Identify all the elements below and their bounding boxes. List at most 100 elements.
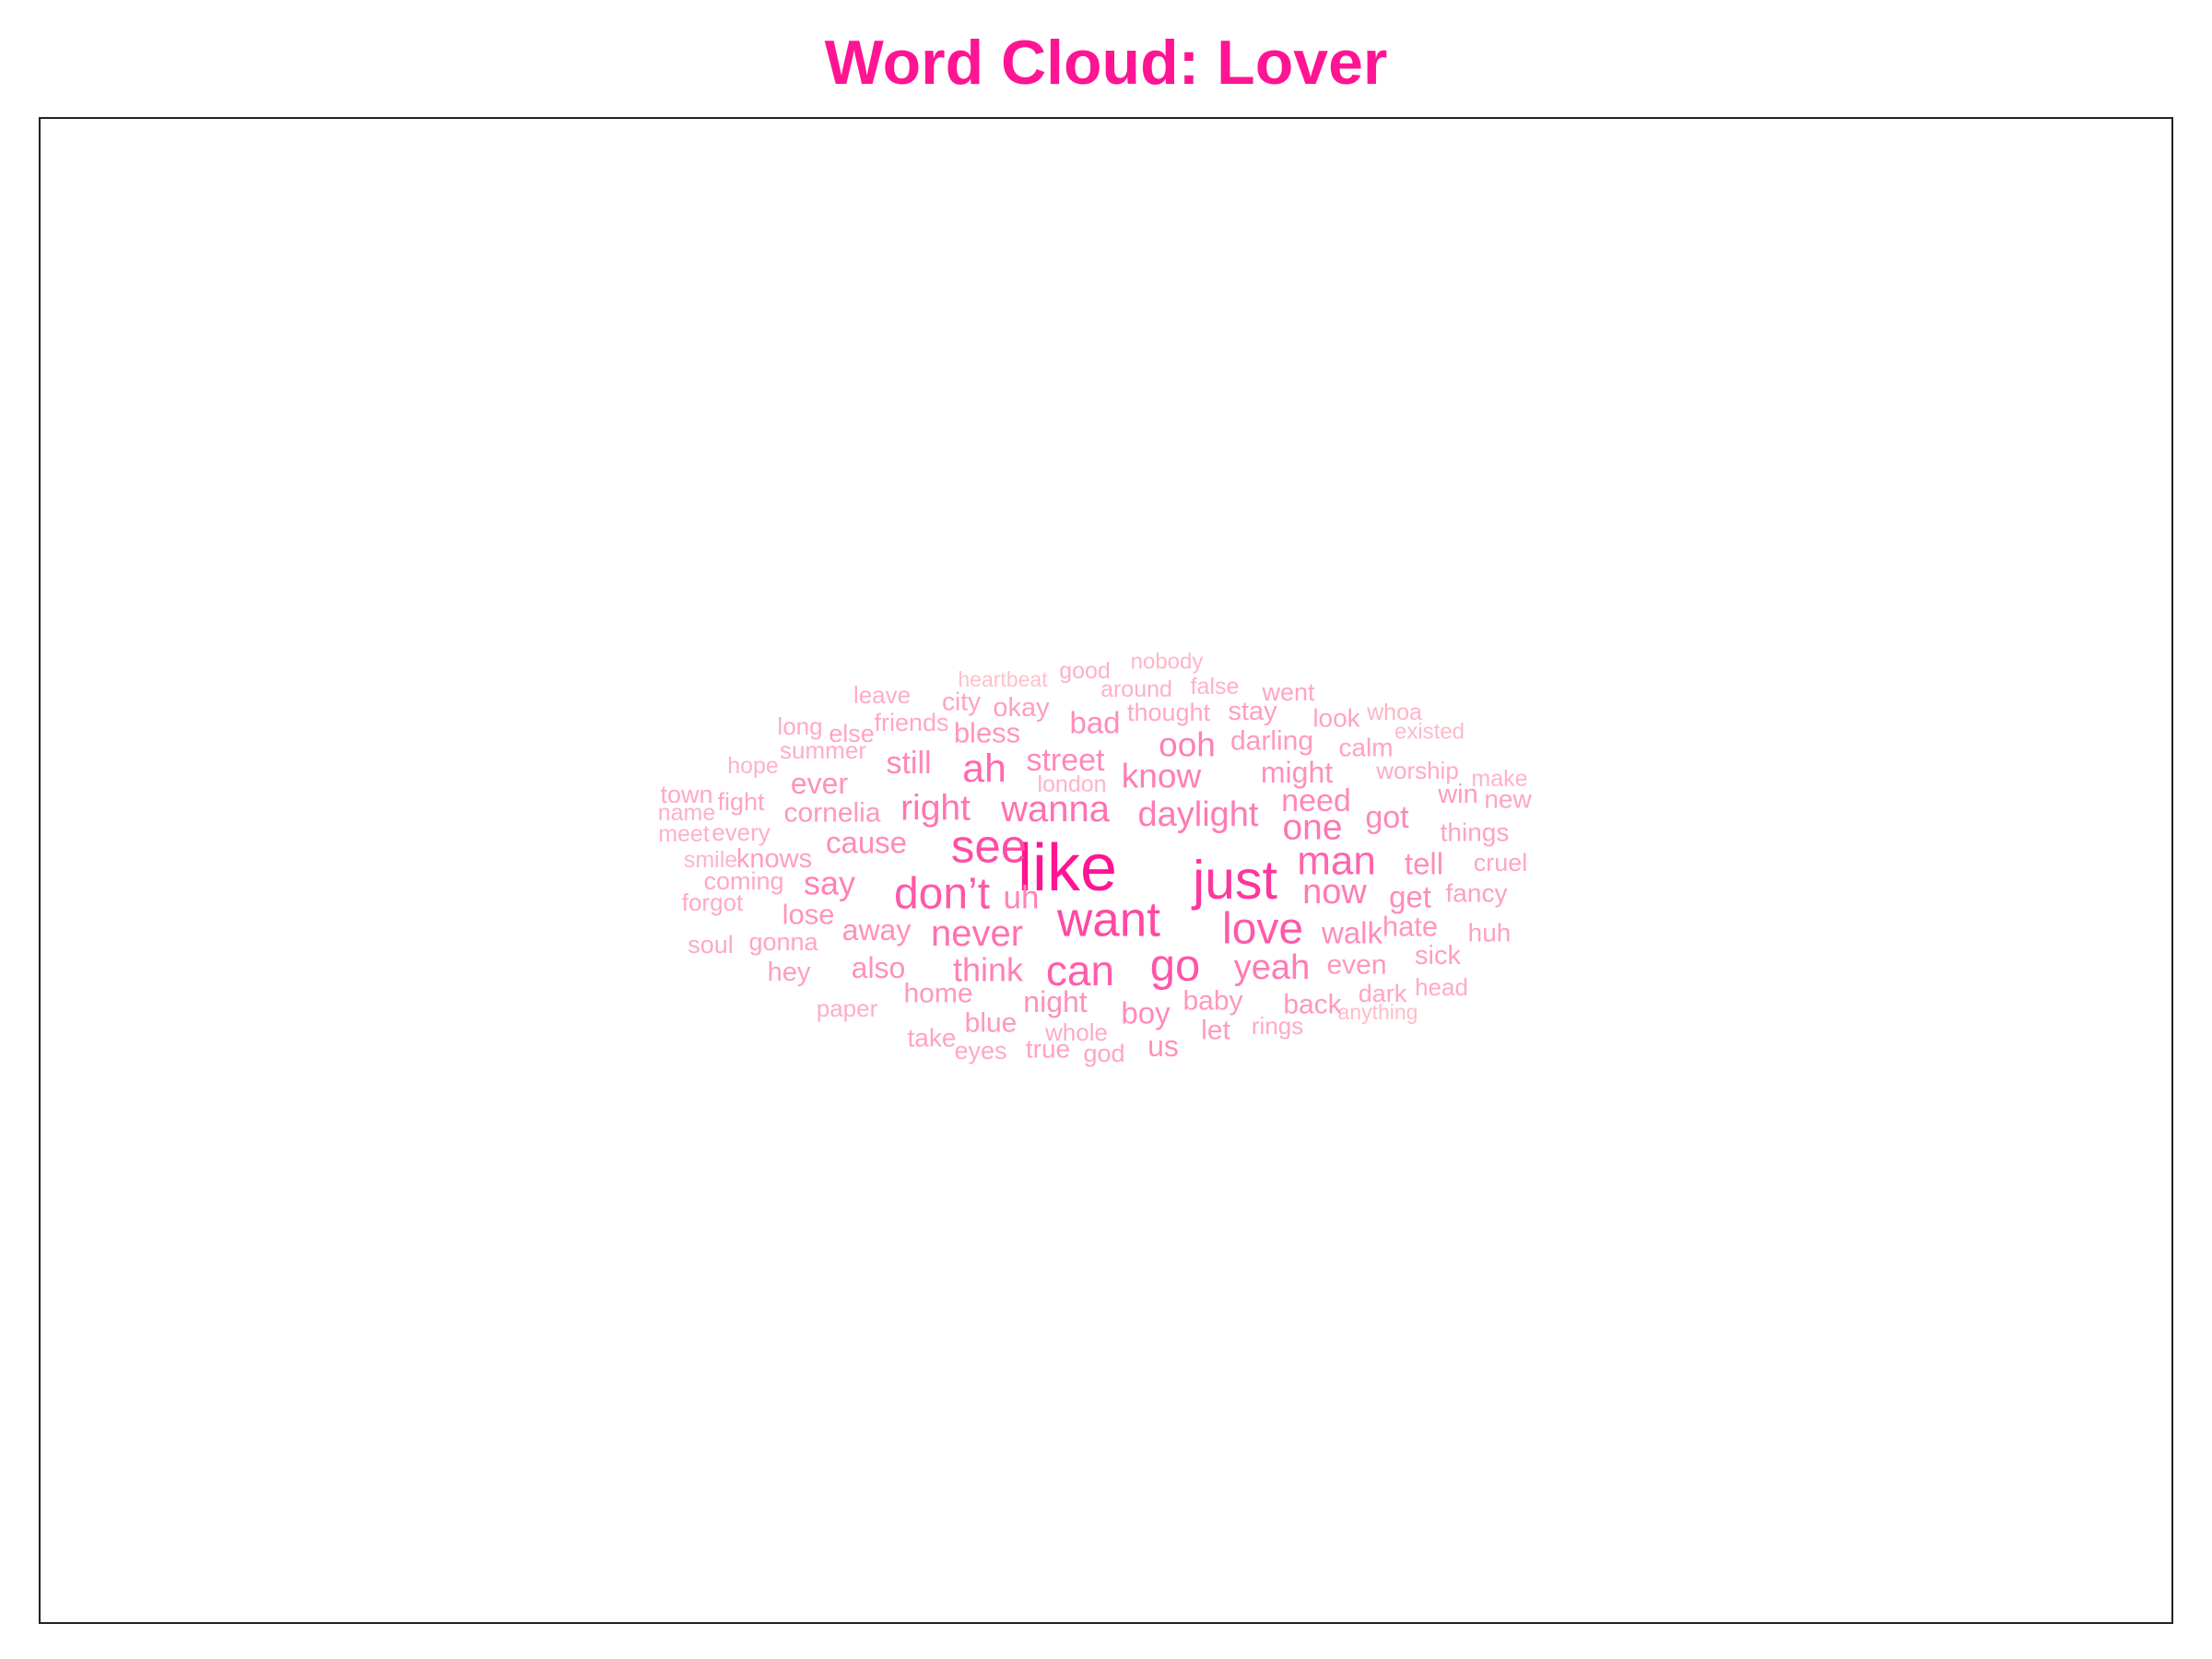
word-paper: paper [817,994,878,1022]
word-thought: thought [1127,699,1211,726]
word-knows: knows [736,844,812,874]
word-never: never [931,913,1023,954]
word-us: us [1147,1030,1179,1063]
word-still: still [886,746,931,781]
word-cause: cause [826,826,907,860]
word-okay: okay [993,693,1050,723]
word-whoa: whoa [1366,700,1422,725]
word-blue: blue [965,1008,1018,1039]
word-summer: summer [780,736,866,764]
word-calm: calm [1338,734,1393,762]
word-night: night [1023,985,1088,1018]
word-head: head [1415,973,1468,1001]
word-gonna: gonna [748,928,818,956]
word-now: now [1302,873,1367,912]
word-right: right [900,789,971,829]
word-eyes: eyes [954,1037,1006,1065]
word-huh: huh [1468,919,1512,947]
word-yeah: yeah [1234,948,1310,987]
word-boy: boy [1121,996,1171,1030]
word-things: things [1441,818,1510,847]
word-make: make [1471,766,1527,792]
word-soul: soul [688,931,734,959]
word-fight: fight [717,788,765,816]
word-every: every [712,818,771,846]
word-cornelia: cornelia [783,798,880,829]
word-say: say [804,865,855,902]
chart-title: Word Cloud: Lover [824,28,1388,98]
word-ooh: ooh [1159,726,1216,764]
word-god: god [1083,1040,1124,1067]
word-dark: dark [1359,980,1407,1007]
word-got: got [1365,800,1409,835]
word-friends: friends [874,709,948,736]
word-hey: hey [768,958,811,987]
word-darling: darling [1230,726,1313,757]
word-good: good [1059,658,1111,684]
word-lose: lose [782,899,835,931]
word-stay: stay [1228,697,1277,726]
word-back: back [1283,990,1342,1020]
word-wanna: wanna [1000,789,1111,830]
word-might: might [1261,756,1333,789]
word-heartbeat: heartbeat [958,667,1048,691]
word-london: london [1037,771,1106,797]
word-around: around [1100,677,1172,702]
word-love: love [1222,905,1303,954]
word-think: think [953,951,1024,989]
word-win: win [1437,780,1478,809]
word-anything: anything [1338,1000,1418,1024]
word-man: man [1297,839,1376,884]
word-get: get [1389,880,1431,914]
word-daylight: daylight [1138,795,1259,834]
word-walk: walk [1321,916,1383,950]
word-need: need [1281,783,1351,818]
word-existed: existed [1394,720,1465,745]
word-go: go [1150,941,1201,991]
word-know: know [1122,758,1202,795]
word-let: let [1201,1016,1230,1046]
word-want: want [1056,893,1160,947]
word-can: can [1046,947,1114,994]
word-even: even [1326,950,1386,981]
word-rings: rings [1252,1012,1303,1040]
word-name: name [658,800,716,826]
word-town: town [660,781,712,808]
word-nobody: nobody [1131,650,1204,675]
word-went: went [1261,678,1315,706]
word-meet: meet [658,821,710,847]
word-see: see [951,820,1027,873]
word-ever: ever [791,767,849,800]
word-dont: don’t [894,870,990,919]
word-street: street [1026,743,1105,778]
word-cruel: cruel [1474,849,1528,877]
word-true: true [1026,1035,1070,1064]
word-like: like [1018,831,1117,905]
word-home: home [903,979,972,1009]
word-tell: tell [1405,847,1443,881]
word-ah: ah [962,747,1006,791]
word-fancy: fancy [1446,879,1508,908]
word-hope: hope [727,753,779,779]
word-just: just [1191,850,1277,911]
word-sick: sick [1415,941,1461,971]
word-leave: leave [853,681,911,709]
word-away: away [842,913,912,947]
word-hate: hate [1382,911,1438,943]
word-new: new [1484,785,1532,814]
word-one: one [1282,808,1342,848]
word-take: take [908,1024,957,1053]
word-bad: bad [1069,706,1120,740]
word-coming: coming [703,867,783,895]
word-worship: worship [1375,757,1459,784]
word-whole: whole [1044,1018,1108,1046]
word-forgot: forgot [682,888,744,916]
word-long: long [777,712,822,740]
word-else: else [829,720,875,747]
word-uh: uh [1004,880,1040,916]
word-look: look [1312,704,1360,733]
word-smile: smile [684,847,737,873]
word-bless: bless [954,717,1020,749]
word-also: also [852,951,906,984]
